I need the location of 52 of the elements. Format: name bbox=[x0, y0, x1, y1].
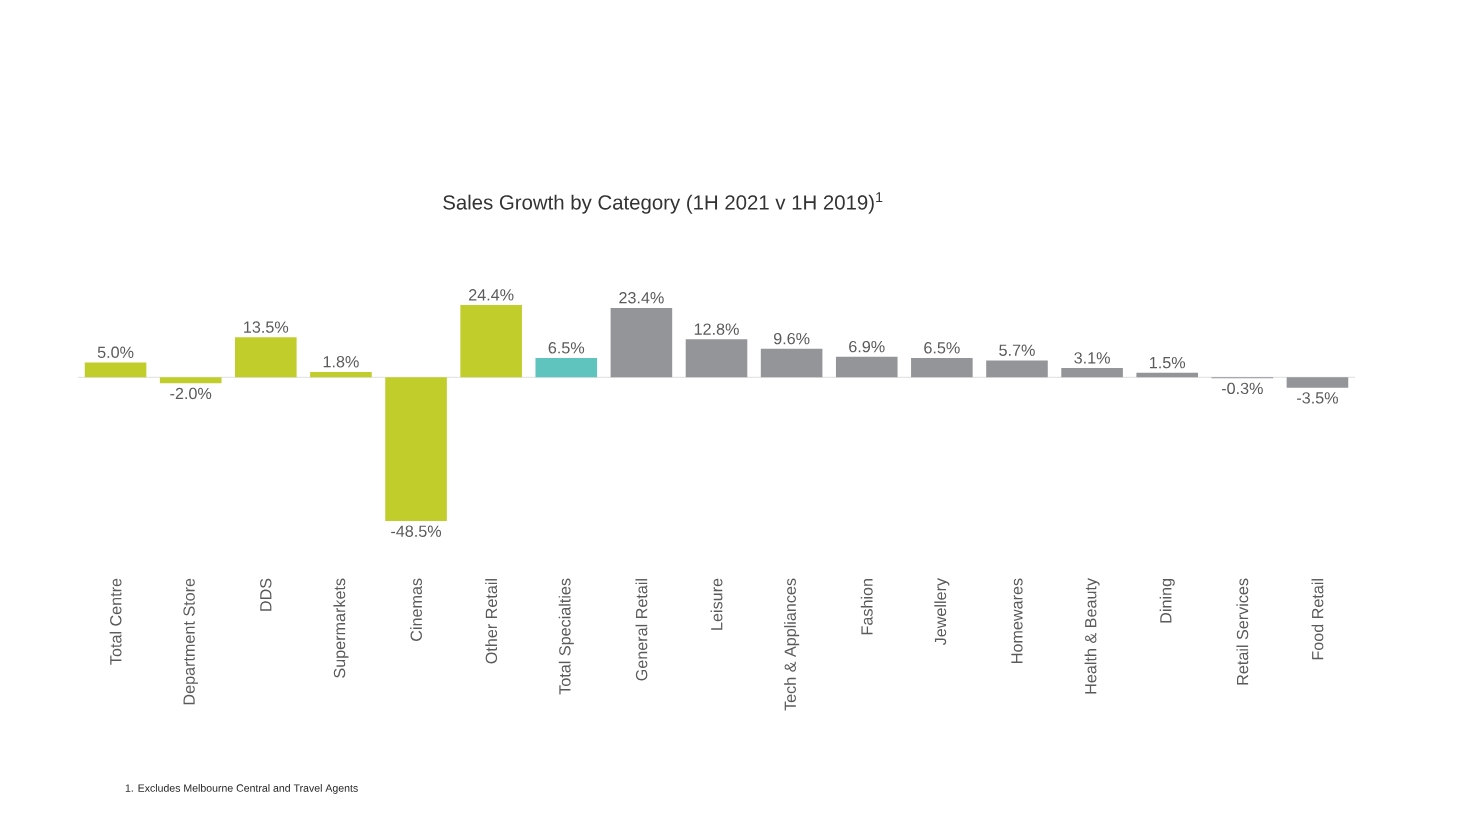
bar bbox=[610, 307, 673, 378]
x-tick-label: Jewellery bbox=[934, 578, 950, 646]
x-tick-label: Fashion bbox=[860, 579, 873, 635]
x-tick-label: Tech & Appliances bbox=[784, 578, 800, 711]
data-label: 24.4% bbox=[469, 289, 514, 301]
x-tick-label: General Retail bbox=[635, 579, 648, 681]
x-tick-label: Cinemas bbox=[410, 578, 422, 641]
data-label: -48.5% bbox=[391, 525, 442, 537]
bar bbox=[1061, 368, 1123, 378]
bar bbox=[685, 339, 748, 378]
data-label: -0.3% bbox=[1221, 382, 1263, 395]
data-label: 6.9% bbox=[849, 340, 885, 353]
data-label: -3.5% bbox=[1297, 392, 1338, 404]
bar bbox=[385, 377, 447, 521]
bar bbox=[460, 304, 522, 378]
bar bbox=[835, 356, 898, 378]
x-tick-label: Other Retail bbox=[485, 579, 498, 664]
data-label: 1.8% bbox=[323, 356, 359, 368]
data-label: 3.1% bbox=[1074, 352, 1110, 364]
x-tick-label: Dining bbox=[1159, 579, 1175, 623]
x-tick-label: Food Retail bbox=[1311, 579, 1324, 660]
data-label: -2.0% bbox=[170, 387, 212, 400]
data-label: 5.0% bbox=[97, 346, 134, 358]
bar bbox=[235, 337, 297, 378]
bar bbox=[911, 358, 973, 378]
x-tick-label: Health & Beauty bbox=[1084, 578, 1100, 694]
bar bbox=[310, 371, 372, 378]
x-tick-label: DDS bbox=[260, 578, 272, 611]
x-tick-label: Leisure bbox=[710, 578, 723, 630]
x-tick-label: Total Centre bbox=[109, 578, 122, 665]
data-label: 1.5% bbox=[1150, 356, 1186, 369]
x-tick-label: Supermarkets bbox=[333, 578, 349, 678]
data-label: 23.4% bbox=[619, 292, 664, 304]
data-label: 5.7% bbox=[999, 344, 1035, 356]
x-tick-label: Total Specialties bbox=[558, 578, 574, 695]
x-tick-label: Department Store bbox=[183, 578, 199, 705]
data-label: 9.6% bbox=[773, 332, 810, 345]
text: 1. Excludes Melbourne Central and Travel Agents bbox=[125, 784, 358, 794]
data-label: 13.5% bbox=[244, 321, 289, 333]
chart-title: Sales Growth by Category (1H 2021 v 1H 2019)$^{1}$ bbox=[443, 192, 883, 214]
bar bbox=[159, 377, 222, 384]
bar bbox=[535, 358, 598, 378]
bar bbox=[1286, 377, 1349, 388]
bar bbox=[986, 360, 1048, 378]
x-tick-label: Homewares bbox=[1011, 578, 1023, 663]
bar bbox=[84, 362, 147, 378]
bar bbox=[760, 348, 823, 378]
x-tick-label: Retail Services bbox=[1236, 578, 1249, 685]
bar bbox=[1136, 372, 1199, 378]
data-label: 6.5% bbox=[548, 342, 585, 354]
data-label: 6.5% bbox=[924, 342, 960, 354]
data-label: 12.8% bbox=[694, 323, 739, 335]
